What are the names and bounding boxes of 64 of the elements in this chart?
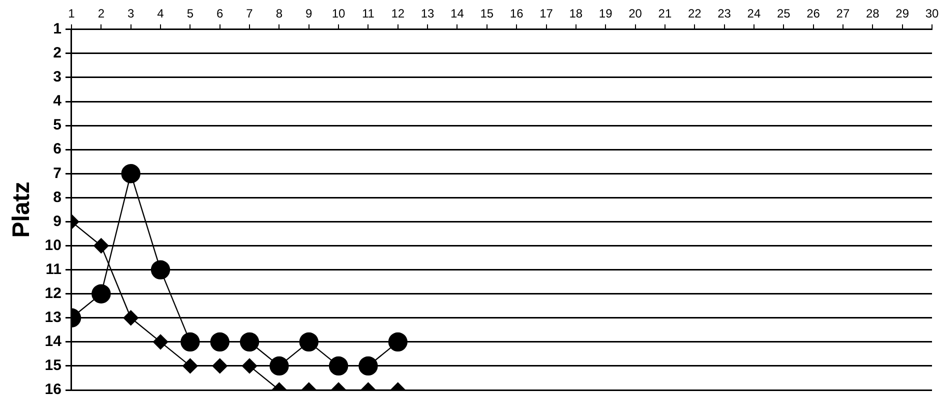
x-tick-label: 29: [896, 6, 910, 21]
point: [240, 332, 260, 352]
point: [299, 332, 318, 352]
y-tick-label: 14: [44, 333, 62, 350]
point: [121, 164, 140, 184]
x-tick-label: 23: [718, 6, 732, 21]
y-tick-label: 10: [44, 236, 62, 254]
y-tick-label: 13: [44, 309, 62, 326]
y-tick-label: 11: [46, 260, 62, 278]
y-tick-label: 16: [44, 381, 62, 398]
point: [212, 358, 228, 374]
point: [358, 356, 378, 376]
y-tick-label: 1: [53, 20, 62, 38]
y-tick-label: 15: [44, 357, 62, 374]
y-tick-label: 12: [44, 284, 62, 302]
x-tick-label: 24: [747, 6, 761, 21]
x-tick-label: 20: [628, 6, 642, 21]
point: [152, 334, 168, 350]
y-tick-label: 5: [53, 116, 62, 134]
x-tick-label: 26: [806, 6, 820, 21]
point: [123, 310, 138, 326]
x-tick-label: 16: [510, 6, 524, 21]
y-tick-label: 3: [53, 68, 62, 86]
y-tick-label: 8: [53, 188, 62, 206]
point: [388, 332, 408, 352]
x-tick-label: 6: [216, 6, 224, 21]
point: [328, 356, 348, 376]
x-tick-label: 22: [688, 6, 702, 21]
point: [182, 358, 198, 374]
point: [94, 238, 109, 254]
point: [270, 356, 289, 376]
x-tick-label: 19: [598, 6, 613, 21]
x-tick-label: 17: [540, 6, 554, 21]
x-tick-label: 14: [450, 6, 464, 21]
x-tick-label: 21: [658, 6, 672, 21]
x-tick-label: 28: [866, 6, 880, 21]
x-tick-label: 1: [68, 6, 76, 21]
x-tick-label: 27: [836, 6, 850, 21]
x-tick-label: 5: [186, 6, 194, 21]
x-tick-label: 30: [925, 6, 939, 21]
x-tick-label: 7: [246, 6, 254, 21]
y-tick-label: 6: [53, 140, 62, 158]
y-tick-label: 9: [53, 212, 62, 230]
x-tick-label: 12: [391, 6, 405, 21]
point: [210, 332, 230, 352]
point: [242, 358, 258, 374]
x-tick-label: 18: [569, 6, 583, 21]
x-tick-label: 25: [776, 6, 791, 21]
y-tick-label: 7: [53, 164, 62, 182]
y-axis-title: Platz: [8, 182, 36, 238]
x-tick-label: 3: [127, 6, 134, 21]
x-tick-label: 8: [276, 6, 283, 21]
y-tick-label: 2: [53, 44, 62, 62]
x-tick-label: 9: [306, 6, 313, 21]
x-tick-label: 4: [157, 6, 164, 21]
x-tick-label: 10: [332, 6, 346, 21]
point: [180, 332, 200, 352]
x-tick-label: 13: [420, 6, 435, 21]
point: [150, 260, 170, 280]
y-tick-label: 4: [53, 92, 62, 110]
x-tick-label: 11: [362, 6, 375, 21]
point: [92, 284, 111, 304]
x-tick-label: 15: [480, 6, 494, 21]
x-tick-label: 2: [98, 6, 105, 21]
